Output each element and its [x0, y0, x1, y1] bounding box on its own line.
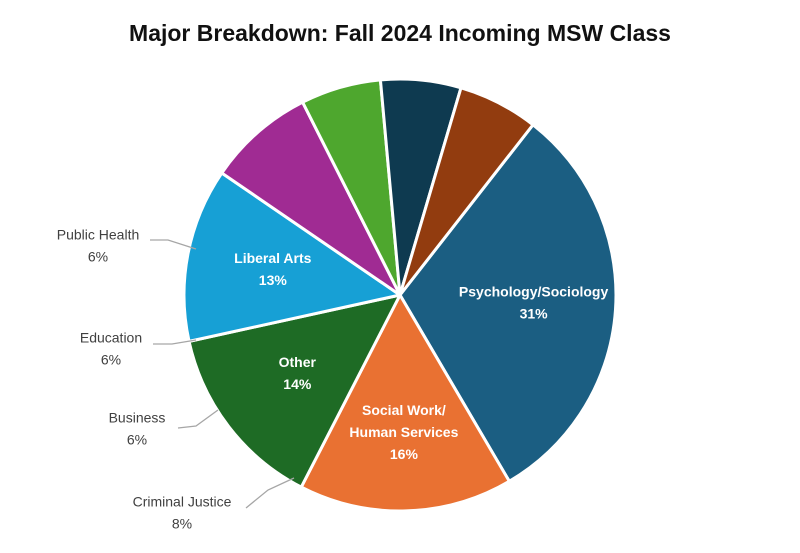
data-label-category-criminal-justice: Criminal Justice [133, 494, 232, 510]
chart-title: Major Breakdown: Fall 2024 Incoming MSW … [129, 20, 671, 46]
data-label-value-education: 6% [101, 352, 121, 368]
data-label-category-liberal-arts: Liberal Arts [234, 250, 311, 266]
data-label-value-liberal-arts: 13% [259, 272, 288, 288]
pie-slice-social-work-human-services [299, 293, 511, 513]
data-label-value-other: 14% [283, 376, 312, 392]
data-label-category-business: Business [109, 410, 166, 426]
pie-slice-psychology-sociology [398, 123, 618, 483]
pie-slice-liberal-arts [182, 171, 402, 343]
data-label-category-public-health: Public Health [57, 227, 140, 243]
data-label-category-social-work-human-services: Social Work/ [362, 402, 446, 418]
data-label-value-business: 6% [127, 432, 147, 448]
data-label-value-social-work-human-services: 16% [390, 446, 419, 462]
data-label-category-psychology-sociology: Psychology/Sociology [459, 284, 609, 300]
data-label-category-social-work-human-services: Human Services [349, 424, 458, 440]
leader-line-business [177, 409, 219, 429]
data-label-value-public-health: 6% [88, 249, 108, 265]
data-label-category-education: Education [80, 330, 142, 346]
pie-slice-other [187, 293, 402, 489]
pie-slice-public-health [398, 86, 535, 297]
leader-line-criminal-justice [245, 477, 295, 509]
leader-line-public-health [150, 239, 197, 250]
data-label-value-psychology-sociology: 31% [520, 306, 549, 322]
leader-line-education [153, 339, 197, 345]
data-label-value-criminal-justice: 8% [172, 516, 192, 532]
pie-slice-criminal-justice [220, 100, 402, 297]
data-label-category-other: Other [279, 354, 317, 370]
